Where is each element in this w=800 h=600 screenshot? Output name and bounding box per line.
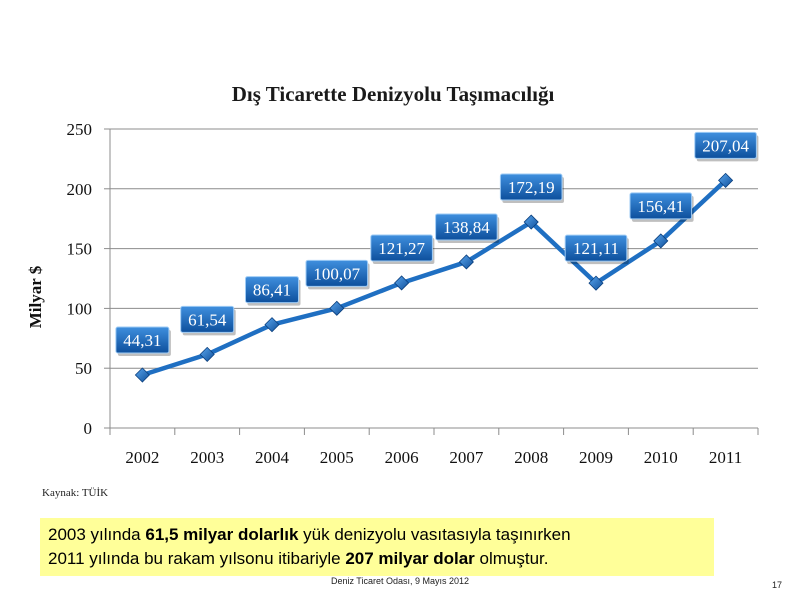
- x-tick-label: 2004: [255, 448, 290, 467]
- x-tick-label: 2003: [190, 448, 224, 467]
- data-point: [523, 214, 539, 230]
- data-label-box: [180, 305, 235, 333]
- y-tick-label: 100: [67, 299, 93, 318]
- y-tick-labels: 0 50 100 150 200 250: [67, 120, 93, 438]
- data-label: 172,19: [508, 178, 555, 197]
- summary-note: 2003 yılında 61,5 milyar dolarlık yük de…: [40, 518, 714, 576]
- data-point: [199, 346, 215, 362]
- data-label-box: [629, 192, 693, 220]
- data-point: [264, 317, 280, 333]
- y-tick-label: 150: [67, 240, 93, 259]
- x-tick-label: 2006: [385, 448, 419, 467]
- y-tick-label: 250: [67, 120, 93, 139]
- data-label: 121,11: [573, 239, 619, 258]
- x-tick-labels: 2002 2003 2004 2005 2006 2007 2008 2009 2010 2011: [125, 448, 742, 467]
- data-label-box: [245, 276, 299, 304]
- data-label: 61,54: [188, 310, 227, 329]
- x-tick-label: 2007: [449, 448, 484, 467]
- x-tick-label: 2008: [514, 448, 548, 467]
- data-label: 86,41: [253, 281, 291, 300]
- y-axis-label: Milyar $: [26, 265, 45, 328]
- data-label: 156,41: [637, 197, 684, 216]
- series-line: [134, 172, 734, 383]
- data-point: [329, 300, 345, 316]
- x-tick-label: 2009: [579, 448, 613, 467]
- x-tick-label: 2010: [644, 448, 678, 467]
- note-line-2: 2011 yılında bu rakam yılsonu itibariyle…: [48, 549, 549, 568]
- data-label: 44,31: [123, 331, 161, 350]
- data-point: [394, 275, 410, 291]
- data-label-box: [694, 131, 757, 159]
- data-point: [653, 233, 669, 249]
- data-label-box: [115, 326, 170, 354]
- data-point: [718, 172, 734, 188]
- source-note: Kaynak: TÜİK: [42, 487, 109, 499]
- data-label-box: [370, 234, 433, 262]
- x-tick-label: 2005: [320, 448, 354, 467]
- y-tick-label: 0: [84, 419, 93, 438]
- page-number: 17: [771, 580, 782, 590]
- y-tick-label: 50: [75, 359, 92, 378]
- chart-title: Dış Ticarette Denizyolu Taşımacılığı: [232, 82, 555, 106]
- x-tick-label: 2011: [709, 448, 742, 467]
- x-tick-label: 2002: [125, 448, 159, 467]
- line-chart: Dış Ticarette Denizyolu Taşımacılığı 0 50…: [26, 82, 759, 467]
- data-label: 207,04: [702, 136, 749, 155]
- axes: [104, 128, 759, 435]
- y-tick-label: 200: [67, 180, 93, 199]
- footer-text: Deniz Ticaret Odası, 9 Mayıs 2012: [330, 576, 470, 586]
- data-label: 100,07: [313, 264, 360, 283]
- series-line-path: [141, 178, 728, 378]
- data-point: [588, 275, 604, 291]
- data-label-box: [305, 259, 369, 287]
- data-label: 121,27: [378, 239, 425, 258]
- data-label-box: [564, 234, 628, 262]
- note-line-1: 2003 yılında 61,5 milyar dolarlık yük de…: [48, 525, 571, 544]
- data-labels: 44,31 61,54 86,41 100,07 121,27 138,84 172,19 1…: [115, 131, 759, 357]
- data-label-box: [435, 213, 498, 241]
- data-point: [134, 367, 150, 383]
- data-label-box: [499, 173, 563, 201]
- data-point: [458, 254, 474, 270]
- data-label: 138,84: [443, 218, 490, 237]
